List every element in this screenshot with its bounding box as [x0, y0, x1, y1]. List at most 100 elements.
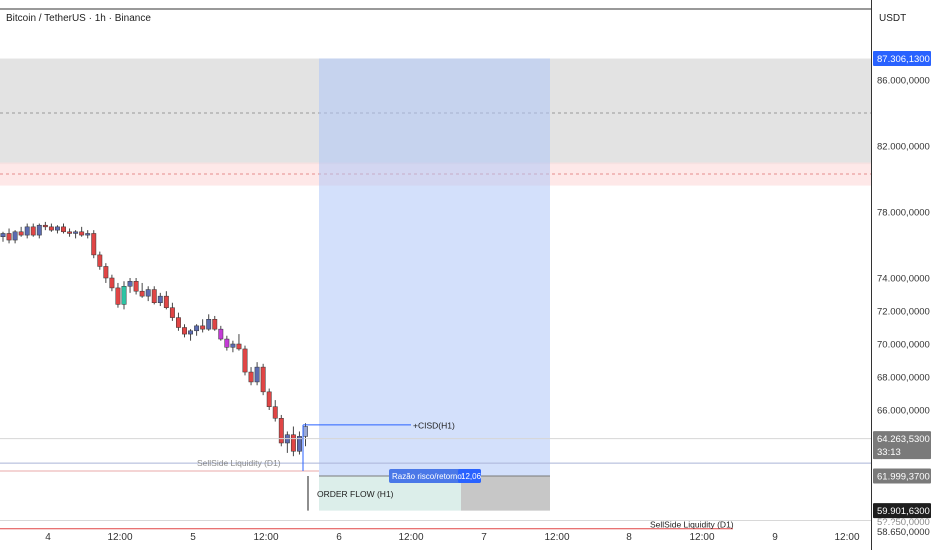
candle[interactable]: [30, 223, 36, 237]
candle-body: [67, 231, 72, 234]
time-axis: 4 12:00 5 12:00 6 12:00 7 12:00 8 12:00 9 12:00: [45, 532, 860, 543]
candle-body: [230, 343, 236, 348]
candle[interactable]: [248, 367, 254, 386]
candle[interactable]: [133, 278, 139, 295]
candle[interactable]: [85, 230, 91, 239]
candle[interactable]: [103, 263, 109, 283]
candle[interactable]: [121, 281, 127, 310]
candle[interactable]: [91, 230, 97, 259]
candle[interactable]: [73, 230, 79, 239]
candle[interactable]: [230, 340, 236, 353]
candle[interactable]: [260, 363, 266, 396]
candle-body: [24, 226, 30, 236]
time-tick-label: 12:00: [834, 532, 859, 543]
price-tick-label: 58.650,0000: [877, 527, 930, 538]
time-tick-label: 9: [772, 532, 778, 543]
candle[interactable]: [67, 228, 72, 237]
candle[interactable]: [36, 223, 42, 239]
candle-body: [36, 224, 42, 236]
candle-body: [194, 325, 200, 332]
candle-body: [139, 290, 145, 297]
candle[interactable]: [224, 335, 230, 351]
candle[interactable]: [236, 334, 242, 351]
candle[interactable]: [42, 221, 48, 231]
candle[interactable]: [188, 329, 194, 341]
cisd-label: +CISD(H1): [413, 420, 455, 430]
candle[interactable]: [212, 315, 218, 331]
candle-body: [18, 231, 24, 236]
candle[interactable]: [151, 286, 157, 305]
candle-body: [212, 319, 218, 330]
candle[interactable]: [218, 325, 224, 341]
price-badge-label: 61.999,3700: [877, 472, 930, 483]
candle[interactable]: [55, 225, 60, 234]
price-badge-label: 59.901,6300: [877, 506, 930, 517]
candle[interactable]: [115, 282, 121, 308]
candle[interactable]: [24, 223, 30, 239]
candle[interactable]: [169, 302, 175, 321]
candle[interactable]: [109, 274, 115, 292]
candle[interactable]: [194, 324, 200, 336]
candle-body: [12, 231, 18, 241]
time-tick-label: 12:00: [398, 532, 423, 543]
candle[interactable]: [0, 231, 6, 242]
candle-body: [218, 328, 224, 340]
time-tick-label: 8: [626, 532, 632, 543]
risk-reward-badge[interactable]: Razão risco/retorno:12,06: [389, 469, 482, 484]
candle-body: [97, 254, 103, 267]
candle[interactable]: [12, 230, 18, 244]
candle[interactable]: [145, 286, 151, 302]
price-tick-label: 82.000,0000: [877, 142, 930, 153]
price-badge-bg: [873, 50, 931, 66]
time-tick-label: 12:00: [689, 532, 714, 543]
candle[interactable]: [278, 414, 284, 447]
currency-label[interactable]: USDT: [879, 13, 906, 24]
candle-body: [260, 366, 266, 393]
candle-body: [42, 224, 48, 228]
candle-body: [109, 277, 115, 289]
price-badge: 87.306,1300: [873, 50, 931, 66]
candle-body: [6, 233, 12, 241]
price-tick-label: 70.000,0000: [877, 340, 930, 351]
target-zone[interactable]: [319, 58, 550, 477]
candle[interactable]: [61, 223, 66, 234]
time-tick-label: 7: [481, 532, 487, 543]
candle-body: [157, 295, 163, 303]
candle[interactable]: [127, 278, 133, 293]
candle-body: [242, 348, 248, 373]
time-tick-label: 5: [190, 532, 196, 543]
candle[interactable]: [254, 362, 260, 386]
price-badge-bg: [873, 468, 931, 484]
candle-body: [48, 226, 54, 231]
candle[interactable]: [200, 319, 206, 333]
candle[interactable]: [157, 292, 163, 307]
candle-body: [176, 317, 181, 328]
price-tick-label: 78.000,0000: [877, 208, 930, 219]
candle-body: [0, 233, 6, 237]
candle-body: [151, 289, 157, 303]
price-axis: 86.000,0000 82.000,0000 78.000,0000 74.000,…: [877, 76, 930, 538]
candle[interactable]: [266, 388, 272, 410]
candle-body: [133, 281, 139, 292]
candle[interactable]: [6, 228, 12, 244]
candle[interactable]: [48, 223, 54, 232]
risk-reward-value: 12,06: [461, 472, 482, 481]
candle[interactable]: [297, 431, 302, 455]
price-tick-label: 74.000,0000: [877, 274, 930, 285]
candle[interactable]: [97, 251, 103, 270]
candle[interactable]: [206, 314, 212, 331]
candle[interactable]: [139, 282, 145, 298]
sellside-liquidity-d1-label: SellSide Liquidity (D1): [650, 520, 734, 530]
candle[interactable]: [176, 312, 181, 331]
time-tick-label: 12:00: [253, 532, 278, 543]
price-badge-label: 87.306,1300: [877, 54, 930, 65]
candle[interactable]: [272, 400, 278, 422]
candle[interactable]: [182, 324, 187, 338]
candle[interactable]: [18, 226, 24, 237]
candle[interactable]: [163, 291, 169, 310]
candle[interactable]: [79, 226, 85, 237]
price-tick-label: 66.000,0000: [877, 406, 930, 417]
candle[interactable]: [290, 426, 296, 457]
candle[interactable]: [242, 345, 248, 376]
